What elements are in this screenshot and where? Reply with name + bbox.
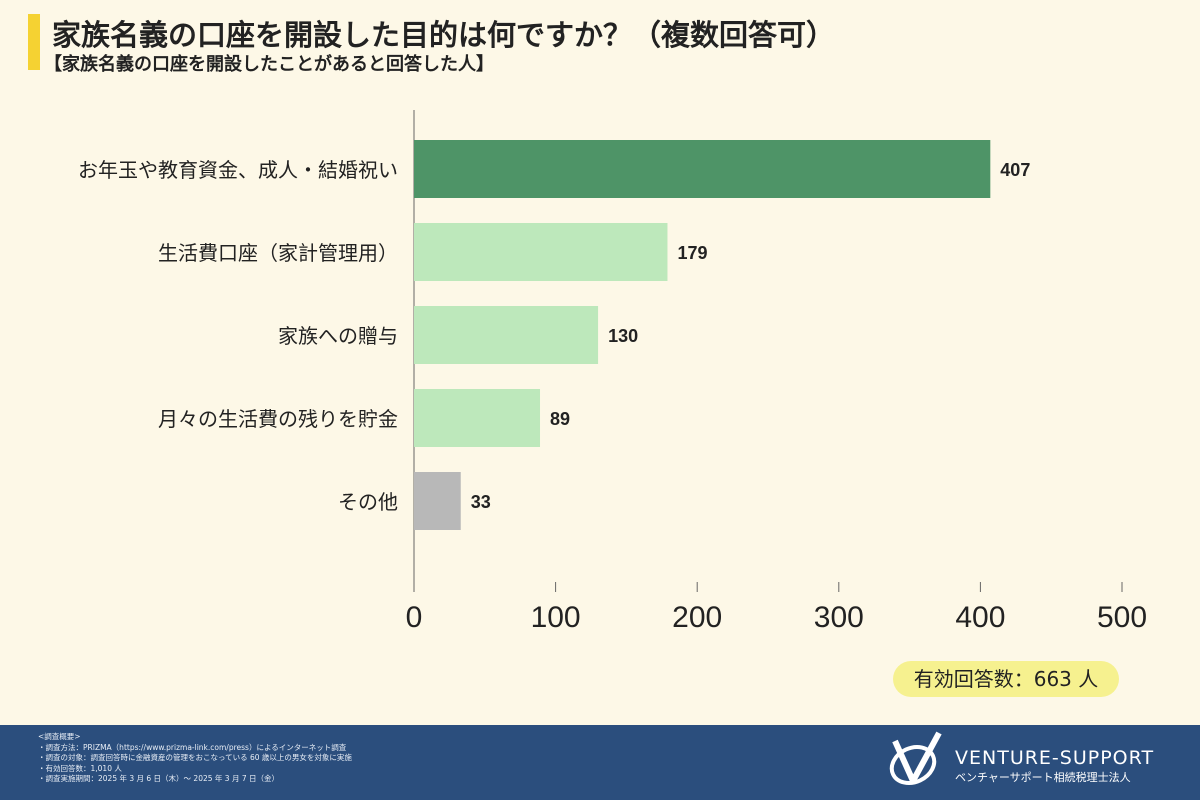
respondent-count-badge: 有効回答数：663 人	[893, 661, 1119, 697]
bar-value-label: 130	[608, 326, 638, 346]
v-check-logo-icon	[889, 731, 942, 785]
survey-note: ・有効回答数：1,010 人	[38, 763, 122, 773]
title-accent-bar	[28, 14, 40, 70]
category-label: 月々の生活費の残りを貯金	[158, 407, 398, 431]
category-label: 生活費口座（家計管理用）	[158, 241, 398, 265]
footer: <調査概要> ・調査方法：PRIZMA（https://www.prizma-l…	[0, 725, 1200, 800]
bar-value-label: 89	[550, 409, 570, 429]
bar	[414, 306, 599, 364]
bar-value-label: 407	[1000, 160, 1030, 180]
company-logo: VENTURE-SUPPORT ベンチャーサポート相続税理士法人	[885, 731, 1195, 793]
bar	[414, 140, 991, 198]
survey-note: <調査概要>	[38, 732, 81, 741]
bar-value-label: 33	[471, 492, 491, 512]
survey-note: ・調査方法：PRIZMA（https://www.prizma-link.com…	[38, 742, 347, 752]
bar	[414, 223, 668, 281]
x-tick-label: 200	[672, 601, 722, 634]
x-tick-label: 300	[814, 601, 864, 634]
category-label: その他	[338, 490, 398, 514]
chart-title: 家族名義の口座を開設した目的は何ですか？（複数回答可）	[52, 18, 836, 52]
bar	[414, 389, 541, 447]
bar-value-label: 179	[677, 243, 707, 263]
bar	[414, 472, 461, 530]
survey-note: ・調査の対象：調査回答時に金融資産の管理をおこなっている 60 歳以上の男女を対…	[38, 753, 352, 762]
brand-subname: ベンチャーサポート相続税理士法人	[955, 771, 1131, 784]
x-tick-label: 500	[1097, 601, 1147, 634]
survey-notes: <調査概要> ・調査方法：PRIZMA（https://www.prizma-l…	[38, 732, 352, 785]
category-label: 家族への贈与	[278, 324, 398, 348]
x-tick-label: 0	[406, 601, 423, 634]
brand-name: VENTURE-SUPPORT	[955, 747, 1155, 769]
survey-note: ・調査実施期間：2025 年 3 月 6 日（木）～ 2025 年 3 月 7 …	[38, 774, 279, 783]
x-tick-label: 100	[531, 601, 581, 634]
category-label: お年玉や教育資金、成人・結婚祝い	[78, 158, 398, 182]
chart-subtitle: 【家族名義の口座を開設したことがあると回答した人】	[44, 54, 494, 75]
bar-chart: 0 100 200 300 400 500 407 お年玉や教育資金、成人・結婚祝い 179 生活…	[78, 110, 1147, 634]
x-tick-label: 400	[955, 601, 1005, 634]
